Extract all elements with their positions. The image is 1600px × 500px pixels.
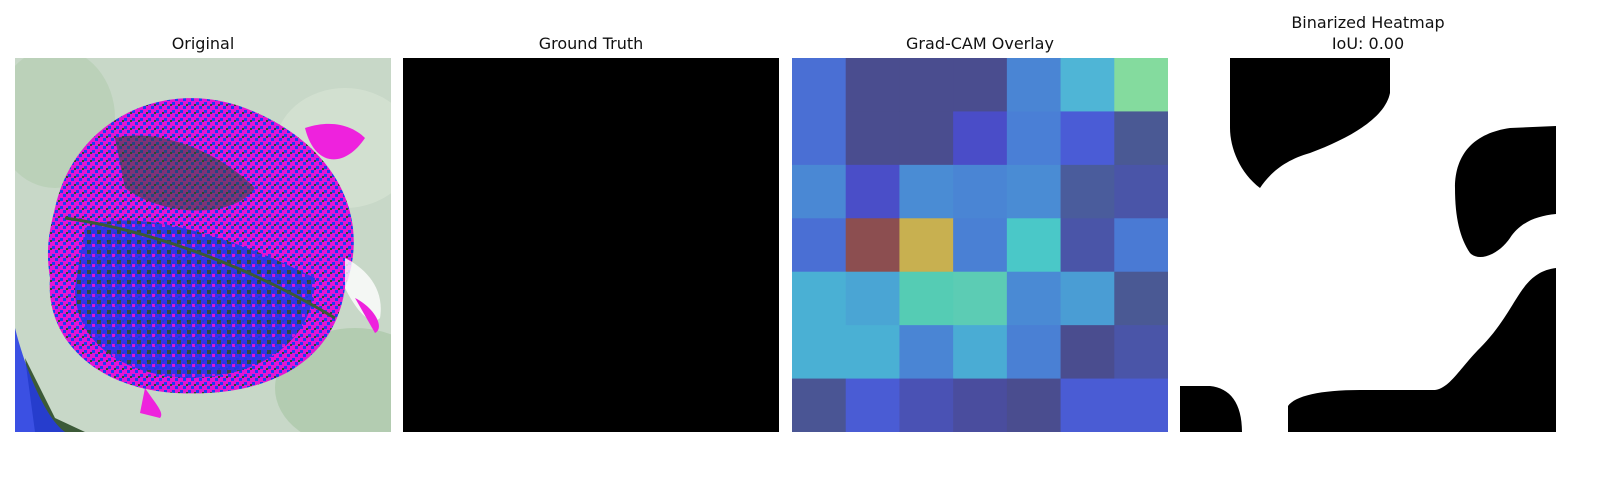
gradcam-cell-r1-c0 (792, 111, 847, 166)
gradcam-cell-r4-c2 (899, 271, 954, 326)
binarized-heatmap (1180, 58, 1556, 432)
gradcam-cell-r0-c6 (1114, 58, 1168, 112)
black-region-top-left (1230, 58, 1390, 188)
gradcam-cell-r3-c5 (1060, 218, 1115, 273)
gradcam-cell-r0-c5 (1060, 58, 1115, 112)
ground-truth-mask (403, 58, 779, 432)
gradcam-overlay-title: Grad-CAM Overlay (906, 34, 1054, 53)
gradcam-cell-r4-c0 (792, 271, 847, 326)
gradcam-cell-r6-c3 (953, 378, 1008, 432)
gradcam-svg (792, 58, 1168, 432)
gradcam-cell-r1-c1 (845, 111, 900, 166)
gradcam-cell-r6-c0 (792, 378, 847, 432)
gradcam-cell-r1-c3 (953, 111, 1008, 166)
gradcam-cell-r0-c4 (1006, 58, 1062, 112)
gradcam-cell-r0-c2 (899, 58, 954, 112)
gradcam-cell-r3-c2 (899, 218, 954, 273)
gradcam-cell-r5-c0 (792, 325, 847, 380)
gradcam-cell-r6-c1 (845, 378, 900, 432)
gradcam-cell-r5-c2 (899, 325, 954, 380)
gradcam-cell-r2-c5 (1060, 164, 1115, 219)
gradcam-overlay-grid (792, 58, 1168, 432)
gradcam-cell-r0-c1 (845, 58, 900, 112)
gradcam-cell-r5-c3 (953, 325, 1008, 380)
gradcam-cell-r2-c3 (953, 164, 1008, 219)
gradcam-cell-r5-c5 (1060, 325, 1115, 380)
gradcam-cell-r4-c1 (845, 271, 900, 326)
binarized-heatmap-title: Binarized Heatmap IoU: 0.00 (1180, 12, 1556, 54)
gradcam-cell-r3-c6 (1114, 218, 1168, 273)
black-region-bottom (1180, 268, 1556, 432)
original-title: Original (171, 34, 235, 53)
gradcam-cell-r4-c5 (1060, 271, 1115, 326)
gradcam-cell-r3-c1 (845, 218, 900, 273)
gradcam-cell-r2-c6 (1114, 164, 1168, 219)
gradcam-cell-r5-c6 (1114, 325, 1168, 380)
gradcam-cell-r1-c2 (899, 111, 954, 166)
gradcam-cell-r1-c6 (1114, 111, 1168, 166)
gradcam-cell-r5-c4 (1006, 325, 1062, 380)
gradcam-cell-r3-c0 (792, 218, 847, 273)
gradcam-cell-r2-c0 (792, 164, 847, 219)
gradcam-cell-r4-c4 (1006, 271, 1062, 326)
gradcam-cell-r6-c4 (1006, 378, 1062, 432)
black-region-right (1455, 126, 1556, 258)
gradcam-cell-r2-c2 (899, 164, 954, 219)
gradcam-cell-r2-c4 (1006, 164, 1062, 219)
gradcam-cell-r6-c5 (1060, 378, 1115, 432)
binarized-heatmap-heading: Binarized Heatmap (1291, 13, 1445, 32)
gradcam-cell-r4-c3 (953, 271, 1008, 326)
gradcam-cell-r4-c6 (1114, 271, 1168, 326)
gradcam-cell-r6-c2 (899, 378, 954, 432)
gradcam-cell-r5-c1 (845, 325, 900, 380)
gradcam-cell-r0-c0 (792, 58, 847, 112)
gradcam-cell-r3-c4 (1006, 218, 1062, 273)
gradcam-cell-r0-c3 (953, 58, 1008, 112)
ground-truth-title: Ground Truth (538, 34, 644, 53)
gradcam-cell-r6-c6 (1114, 378, 1168, 432)
gradcam-cell-r1-c4 (1006, 111, 1062, 166)
gradcam-cell-r2-c1 (845, 164, 900, 219)
original-leaf-image (15, 58, 391, 432)
iou-label: IoU: 0.00 (1331, 34, 1405, 53)
gradcam-cell-r3-c3 (953, 218, 1008, 273)
gradcam-cell-r1-c5 (1060, 111, 1115, 166)
